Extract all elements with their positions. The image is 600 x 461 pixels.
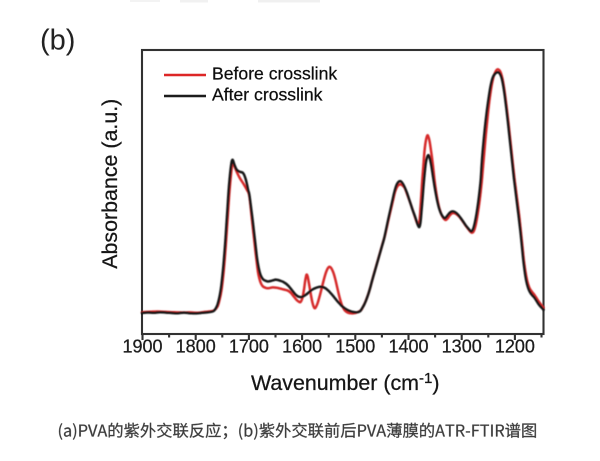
svg-text:1400: 1400 [388,337,428,357]
svg-text:1900: 1900 [122,337,162,357]
svg-text:1300: 1300 [442,337,482,357]
svg-text:(b): (b) [40,25,75,57]
svg-text:Absorbance (a.u.): Absorbance (a.u.) [98,99,122,269]
svg-text:1600: 1600 [282,337,322,357]
svg-text:After crosslink: After crosslink [212,85,323,105]
svg-text:Wavenumber (cm-1): Wavenumber (cm-1) [251,370,439,395]
svg-text:1200: 1200 [495,337,535,357]
svg-text:1700: 1700 [229,337,269,357]
svg-text:1500: 1500 [335,337,375,357]
svg-text:1800: 1800 [176,337,216,357]
svg-text:Before crosslink: Before crosslink [212,64,337,84]
